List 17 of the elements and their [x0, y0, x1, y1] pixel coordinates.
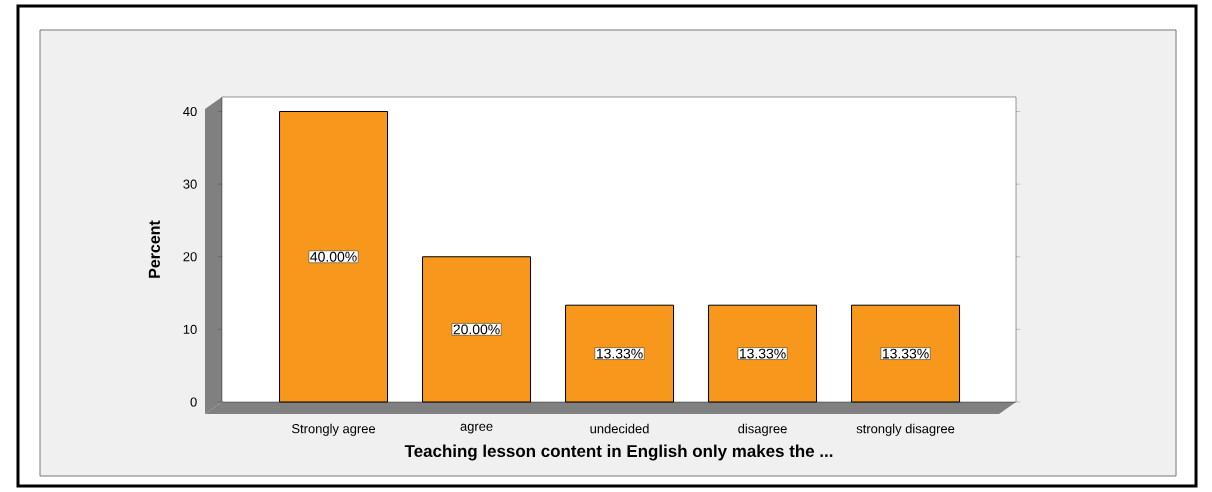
- x-tick-label: strongly disagree: [856, 423, 955, 436]
- data-label: 13.33%: [882, 348, 929, 359]
- data-label: 40.00%: [310, 251, 357, 262]
- data-label: 13.33%: [739, 348, 786, 359]
- x-tick-label: disagree: [738, 423, 787, 436]
- x-tick-label: Strongly agree: [292, 423, 376, 436]
- y-tick-label: 20: [183, 252, 197, 262]
- y-axis-title: Percent: [148, 220, 160, 278]
- y-tick-label: 40: [183, 106, 197, 117]
- y-tick-label: 0: [190, 397, 197, 407]
- data-label: 13.33%: [596, 348, 643, 359]
- y-tick-label: 30: [183, 179, 197, 189]
- x-tick-label: agree: [460, 423, 493, 434]
- data-label: 20.00%: [453, 324, 500, 335]
- x-axis-title: Teaching lesson content in English only makes the ...: [404, 444, 833, 461]
- y-tick-label: 10: [183, 324, 197, 334]
- x-tick-label: undecided: [590, 423, 649, 434]
